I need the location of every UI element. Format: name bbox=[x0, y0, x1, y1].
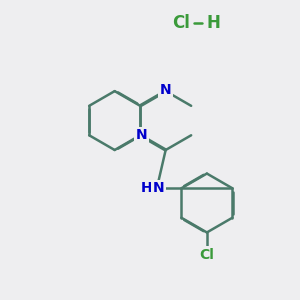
Text: H: H bbox=[141, 181, 152, 195]
Text: Cl: Cl bbox=[200, 248, 214, 262]
Text: N: N bbox=[136, 128, 148, 142]
Text: N: N bbox=[152, 181, 164, 195]
Text: N: N bbox=[160, 82, 172, 97]
Text: H: H bbox=[206, 14, 220, 32]
Text: Cl: Cl bbox=[172, 14, 190, 32]
